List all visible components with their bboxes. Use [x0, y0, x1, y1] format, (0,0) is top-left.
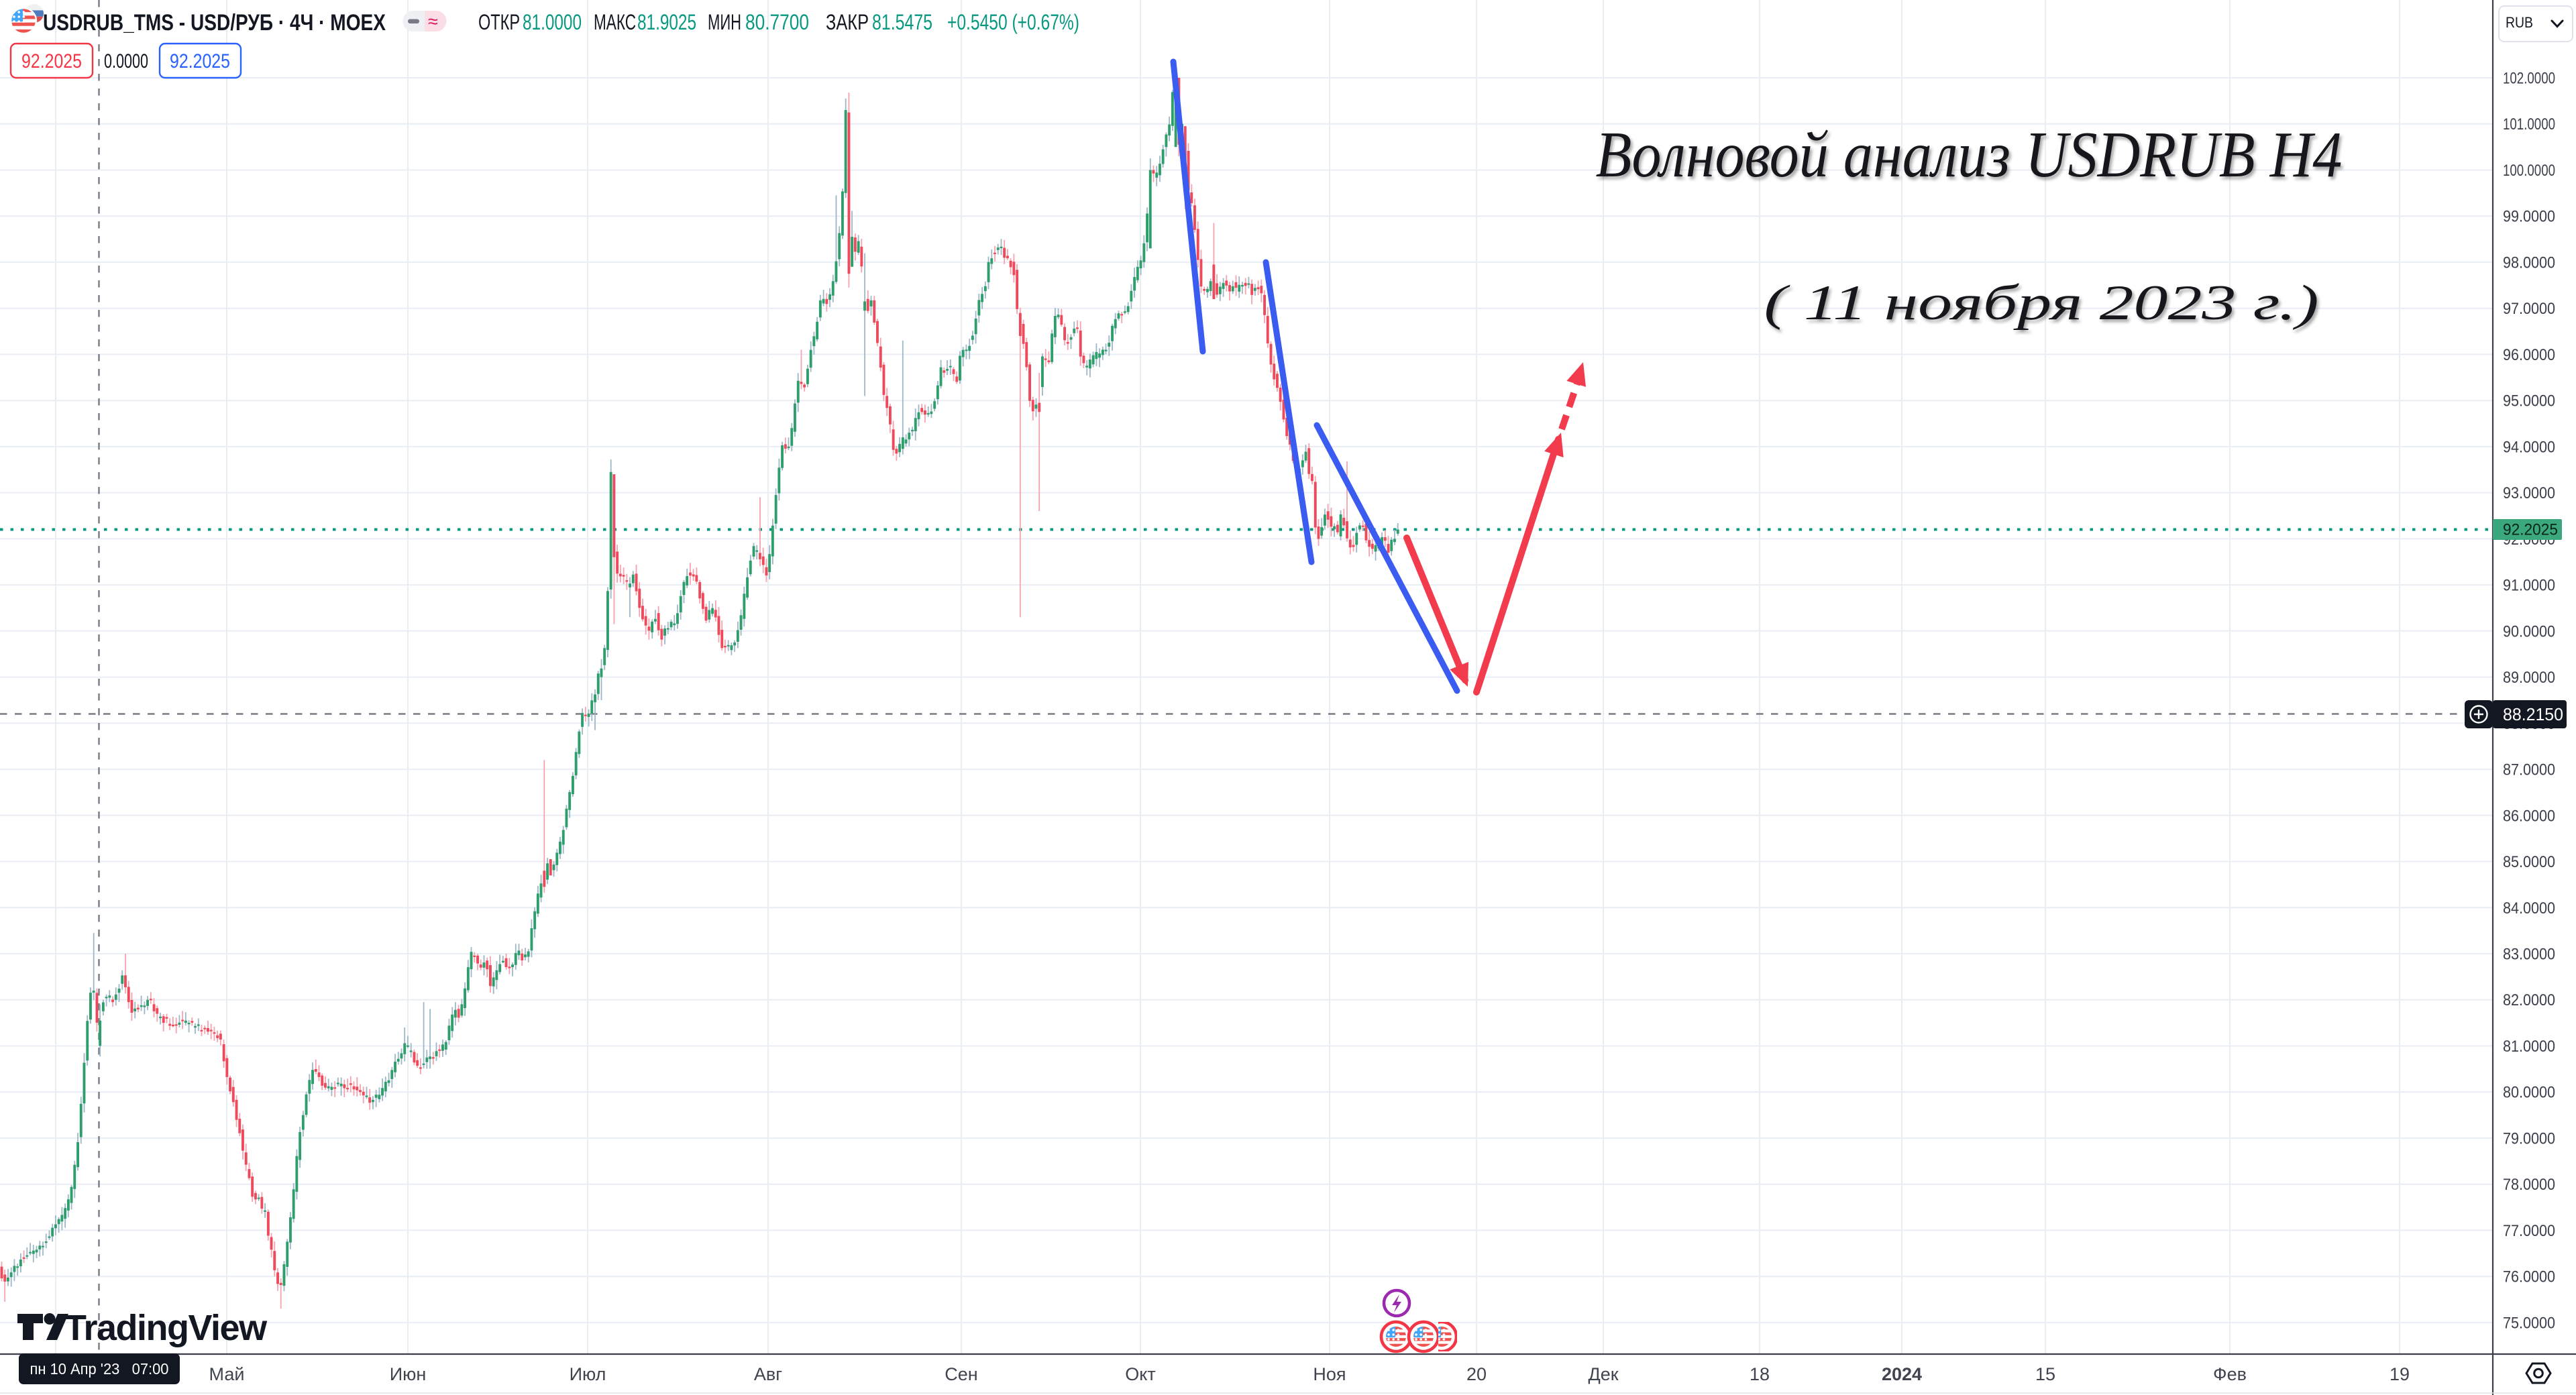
svg-text:2024: 2024: [1882, 1364, 1922, 1384]
svg-text:RUB: RUB: [2506, 14, 2533, 31]
svg-text:98.0000: 98.0000: [2503, 254, 2555, 272]
svg-text:97.0000: 97.0000: [2503, 300, 2555, 318]
svg-text:101.0000: 101.0000: [2503, 115, 2555, 133]
svg-text:94.0000: 94.0000: [2503, 438, 2555, 456]
svg-text:пн 10 Апр '23 07:00: пн 10 Апр '23 07:00: [30, 1360, 169, 1378]
svg-text:91.0000: 91.0000: [2503, 577, 2555, 595]
svg-text:99.0000: 99.0000: [2503, 208, 2555, 226]
svg-text:TradingView: TradingView: [64, 1308, 268, 1348]
svg-text:0.0000: 0.0000: [104, 50, 148, 72]
svg-text:82.0000: 82.0000: [2503, 991, 2555, 1009]
svg-text:ОТКР: ОТКР: [478, 10, 520, 34]
svg-text:81.9025: 81.9025: [637, 10, 696, 34]
svg-text:Фев: Фев: [2213, 1364, 2247, 1384]
svg-text:92.2025: 92.2025: [21, 50, 82, 72]
svg-text:78.0000: 78.0000: [2503, 1176, 2555, 1194]
svg-text:Июл: Июл: [570, 1364, 606, 1384]
svg-text:89.0000: 89.0000: [2503, 669, 2555, 687]
svg-text:МИН: МИН: [708, 10, 741, 34]
svg-text:Дек: Дек: [1588, 1364, 1618, 1384]
svg-text:+0.5450 (+0.67%): +0.5450 (+0.67%): [947, 10, 1079, 34]
svg-text:79.0000: 79.0000: [2503, 1130, 2555, 1148]
svg-text:92.2025: 92.2025: [170, 50, 230, 72]
svg-text:84.0000: 84.0000: [2503, 899, 2555, 917]
svg-text:90.0000: 90.0000: [2503, 622, 2555, 640]
svg-text:100.0000: 100.0000: [2503, 162, 2555, 180]
svg-text:15: 15: [2035, 1364, 2055, 1384]
svg-text:≈: ≈: [428, 11, 438, 32]
svg-text:87.0000: 87.0000: [2503, 761, 2555, 779]
svg-text:88.2150: 88.2150: [2503, 704, 2563, 724]
svg-text:95.0000: 95.0000: [2503, 392, 2555, 410]
svg-text:19: 19: [2390, 1364, 2410, 1384]
svg-text:18: 18: [1750, 1364, 1770, 1384]
svg-text:USDRUB_TMS - USD/РУБ · 4Ч · MO: USDRUB_TMS - USD/РУБ · 4Ч · MOEX: [43, 10, 386, 36]
svg-text:80.7700: 80.7700: [745, 10, 809, 34]
svg-text:81.0000: 81.0000: [523, 10, 582, 34]
svg-text:81.0000: 81.0000: [2503, 1038, 2555, 1056]
svg-text:76.0000: 76.0000: [2503, 1268, 2555, 1286]
svg-text:77.0000: 77.0000: [2503, 1222, 2555, 1240]
svg-text:102.0000: 102.0000: [2503, 70, 2555, 88]
svg-text:Авг: Авг: [754, 1364, 782, 1384]
svg-text:ЗАКР: ЗАКР: [826, 10, 869, 34]
svg-text:75.0000: 75.0000: [2503, 1314, 2555, 1332]
svg-text:Ноя: Ноя: [1313, 1364, 1346, 1384]
svg-text:86.0000: 86.0000: [2503, 807, 2555, 825]
svg-text:МАКС: МАКС: [594, 10, 636, 34]
svg-text:Сен: Сен: [945, 1364, 977, 1384]
svg-text:92.2025: 92.2025: [2503, 521, 2558, 539]
svg-text:Май: Май: [209, 1364, 245, 1384]
svg-text:Волновой анализ USDRUB H4: Волновой анализ USDRUB H4: [1596, 119, 2343, 191]
svg-text:( 11 ноября 2023 г.): ( 11 ноября 2023 г.): [1764, 276, 2319, 331]
svg-text:81.5475: 81.5475: [872, 10, 932, 34]
svg-text:93.0000: 93.0000: [2503, 484, 2555, 502]
svg-text:83.0000: 83.0000: [2503, 946, 2555, 964]
svg-text:96.0000: 96.0000: [2503, 346, 2555, 364]
svg-text:Окт: Окт: [1125, 1364, 1155, 1384]
svg-text:20: 20: [1466, 1364, 1487, 1384]
svg-text:80.0000: 80.0000: [2503, 1084, 2555, 1102]
svg-text:85.0000: 85.0000: [2503, 853, 2555, 871]
svg-text:Июн: Июн: [390, 1364, 427, 1384]
